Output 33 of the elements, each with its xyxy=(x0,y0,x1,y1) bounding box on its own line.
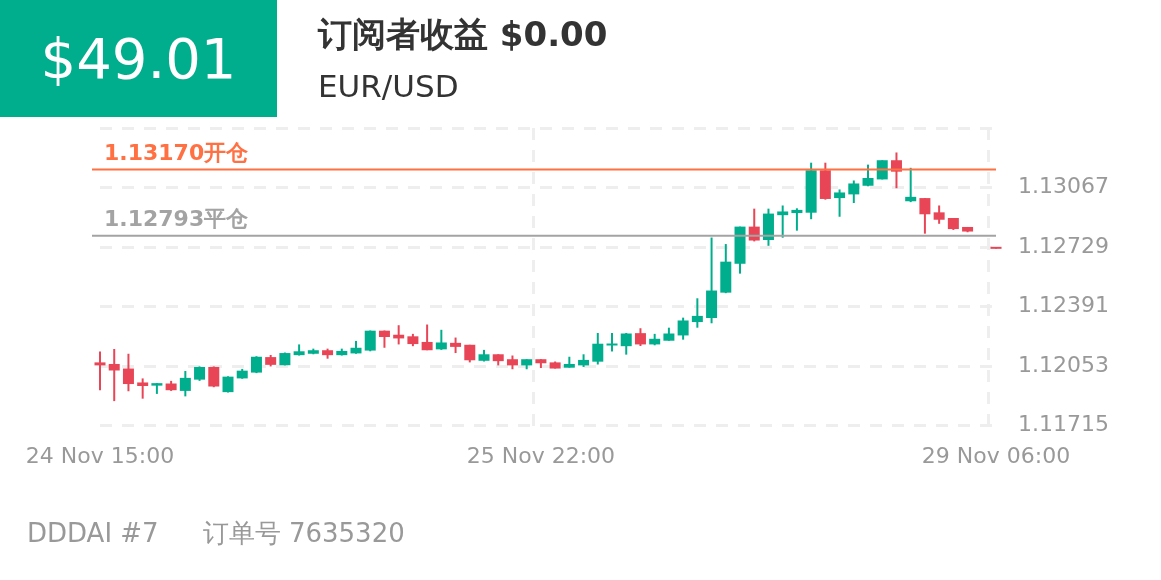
candlestick xyxy=(179,370,191,398)
candlestick xyxy=(691,297,703,329)
candlestick xyxy=(777,204,789,239)
text: $49.01 xyxy=(0,0,277,117)
chart-title: 订阅者收益 $0.00 xyxy=(318,13,608,56)
candlestick xyxy=(122,352,134,393)
y-tick-label: 1.12729 xyxy=(1018,232,1110,258)
candlestick xyxy=(421,323,433,352)
candlestick xyxy=(919,197,931,235)
candlestick xyxy=(606,331,618,353)
candlestick xyxy=(137,377,149,400)
text: DDDAI #7 xyxy=(27,518,159,548)
x-tick-label: 29 Nov 06:00 xyxy=(921,442,1071,468)
candlestick xyxy=(94,350,106,392)
y-tick-label: 1.12391 xyxy=(1018,292,1110,318)
y-tick-label: 1.13067 xyxy=(1018,173,1110,199)
ref-line-label: 1.13170开仓 xyxy=(104,140,250,166)
x-tick-label: 25 Nov 22:00 xyxy=(466,442,616,468)
x-tick-label: 24 Nov 15:00 xyxy=(25,442,175,468)
candlestick xyxy=(108,348,120,403)
text: 订单号 7635320 xyxy=(202,518,405,548)
y-tick-label: 1.12053 xyxy=(1018,351,1110,377)
candlestick xyxy=(620,331,632,356)
candlestick xyxy=(848,179,860,205)
candlestick xyxy=(834,188,846,218)
ref-line-label: 1.12793平仓 xyxy=(104,206,250,232)
candlestick xyxy=(791,207,803,232)
candlestick xyxy=(677,316,689,341)
chart-subtitle: EUR/USD xyxy=(318,68,459,104)
candlestick xyxy=(592,331,604,366)
candlestick xyxy=(435,328,447,351)
y-tick-label: 1.11715 xyxy=(1018,411,1110,437)
candlestick xyxy=(933,204,945,225)
